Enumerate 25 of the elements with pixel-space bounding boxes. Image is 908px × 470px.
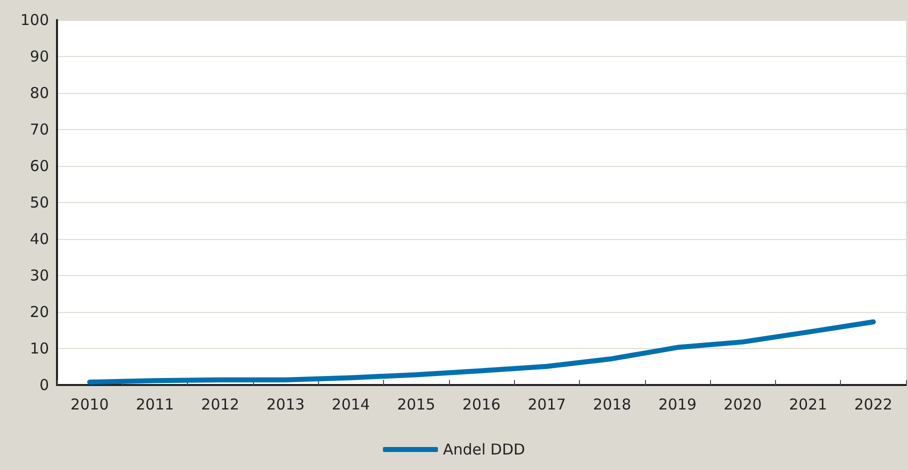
legend-label: Andel DDD [442, 440, 526, 458]
x-tick-label: 2015 [397, 396, 436, 414]
y-tick-label: 0 [39, 376, 49, 394]
x-tick-label: 2022 [854, 396, 892, 414]
x-tick-label: 2017 [528, 396, 566, 414]
x-tick-label: 2021 [788, 396, 828, 414]
x-tick-label: 2011 [136, 396, 174, 414]
x-tick-label: 2020 [724, 396, 762, 414]
y-tick-label: 90 [30, 48, 49, 66]
x-tick-label: 2016 [462, 396, 501, 414]
x-tick-label: 2013 [266, 396, 305, 414]
y-tick-label: 10 [30, 340, 49, 358]
y-tick-label: 20 [30, 303, 49, 321]
y-tick-label: 100 [20, 11, 49, 29]
x-tick-label: 2014 [332, 396, 370, 414]
x-tick-label: 2010 [70, 396, 109, 414]
y-tick-label: 70 [30, 120, 49, 138]
y-tick-label: 40 [30, 230, 49, 248]
x-tick-label: 2018 [593, 396, 632, 414]
y-tick-label: 50 [30, 194, 49, 212]
x-tick-label: 2012 [201, 396, 240, 414]
x-tick-label: 2019 [658, 396, 697, 414]
y-tick-label: 30 [30, 266, 49, 284]
y-tick-label: 80 [30, 84, 49, 102]
y-tick-label: 60 [30, 157, 49, 175]
